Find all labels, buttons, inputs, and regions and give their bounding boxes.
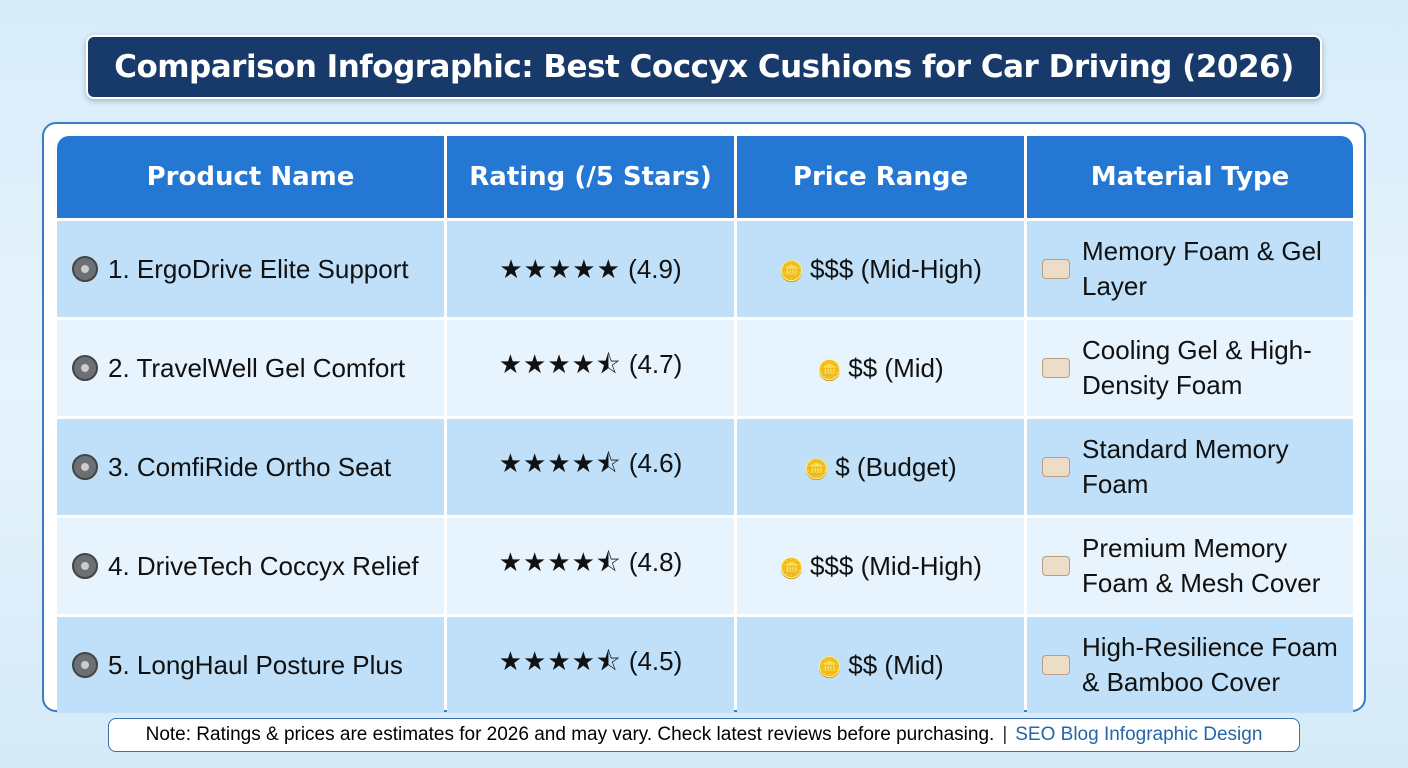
- cushion-icon: [1042, 358, 1070, 378]
- footer-note-bar: Note: Ratings & prices are estimates for…: [108, 718, 1300, 752]
- page-title: Comparison Infographic: Best Coccyx Cush…: [114, 49, 1294, 85]
- material-type: Premium Memory Foam & Mesh Cover: [1082, 533, 1321, 598]
- divider: |: [1002, 724, 1008, 745]
- rating-value: (4.7): [628, 349, 683, 379]
- comparison-table: Product Name Rating (/5 Stars) Price Ran…: [54, 133, 1356, 716]
- header-rating: Rating (/5 Stars): [447, 136, 734, 218]
- cushion-icon: [1042, 457, 1070, 477]
- cushion-icon: [1042, 556, 1070, 576]
- material-type: Memory Foam & Gel Layer: [1082, 236, 1322, 301]
- star-rating-icon: ★★★★⯪: [498, 646, 622, 676]
- steering-wheel-icon: [72, 256, 98, 282]
- product-name: 3. ComfiRide Ortho Seat: [108, 451, 392, 482]
- star-rating-icon: ★★★★★: [499, 253, 621, 284]
- table-row: 5. LongHaul Posture Plus ★★★★⯪ (4.5) 🪙 $$…: [57, 617, 1353, 713]
- header-row: Product Name Rating (/5 Stars) Price Ran…: [57, 136, 1353, 218]
- header-material-type: Material Type: [1027, 136, 1353, 218]
- rating-value: (4.5): [628, 646, 683, 676]
- table-row: 3. ComfiRide Ortho Seat ★★★★⯪ (4.6) 🪙 $ (…: [57, 419, 1353, 515]
- steering-wheel-icon: [72, 553, 98, 579]
- coins-icon: 🪙: [817, 359, 843, 382]
- table-row: 1. ErgoDrive Elite Support ★★★★★ (4.9) 🪙…: [57, 221, 1353, 317]
- steering-wheel-icon: [72, 355, 98, 381]
- steering-wheel-icon: [72, 454, 98, 480]
- cushion-icon: [1042, 259, 1070, 279]
- comparison-card: Product Name Rating (/5 Stars) Price Ran…: [42, 122, 1366, 713]
- material-type: Standard Memory Foam: [1082, 434, 1289, 499]
- product-name: 2. TravelWell Gel Comfort: [108, 352, 406, 383]
- coins-icon: 🪙: [779, 260, 804, 283]
- rating-value: (4.9): [628, 253, 682, 284]
- rating-value: (4.8): [628, 547, 683, 577]
- brand-credit: SEO Blog Infographic Design: [1015, 724, 1263, 745]
- price-range: $ (Budget): [835, 451, 957, 482]
- price-range: $$$ (Mid-High): [809, 550, 982, 581]
- table-row: 2. TravelWell Gel Comfort ★★★★⯪ (4.7) 🪙 $…: [57, 320, 1353, 416]
- coins-icon: 🪙: [779, 557, 804, 580]
- coins-icon: 🪙: [817, 656, 843, 679]
- product-name: 5. LongHaul Posture Plus: [108, 649, 403, 680]
- material-type: Cooling Gel & High-Density Foam: [1082, 335, 1312, 400]
- product-name: 4. DriveTech Coccyx Relief: [108, 550, 419, 581]
- price-range: $$ (Mid): [848, 352, 944, 383]
- table-row: 4. DriveTech Coccyx Relief ★★★★⯪ (4.8) 🪙…: [57, 518, 1353, 614]
- material-type: High-Resilience Foam & Bamboo Cover: [1082, 632, 1338, 697]
- star-rating-icon: ★★★★⯪: [498, 349, 622, 379]
- rating-value: (4.6): [628, 448, 683, 478]
- star-rating-icon: ★★★★⯪: [498, 547, 622, 577]
- star-rating-icon: ★★★★⯪: [498, 448, 622, 478]
- coins-icon: 🪙: [804, 458, 830, 481]
- header-product-name: Product Name: [57, 136, 444, 218]
- header-price-range: Price Range: [737, 136, 1024, 218]
- price-range: $$$ (Mid-High): [809, 253, 982, 284]
- disclaimer-note: Note: Ratings & prices are estimates for…: [145, 724, 995, 745]
- price-range: $$ (Mid): [848, 649, 944, 680]
- title-banner: Comparison Infographic: Best Coccyx Cush…: [86, 35, 1322, 99]
- cushion-icon: [1042, 655, 1070, 675]
- steering-wheel-icon: [72, 652, 98, 678]
- product-name: 1. ErgoDrive Elite Support: [108, 253, 409, 284]
